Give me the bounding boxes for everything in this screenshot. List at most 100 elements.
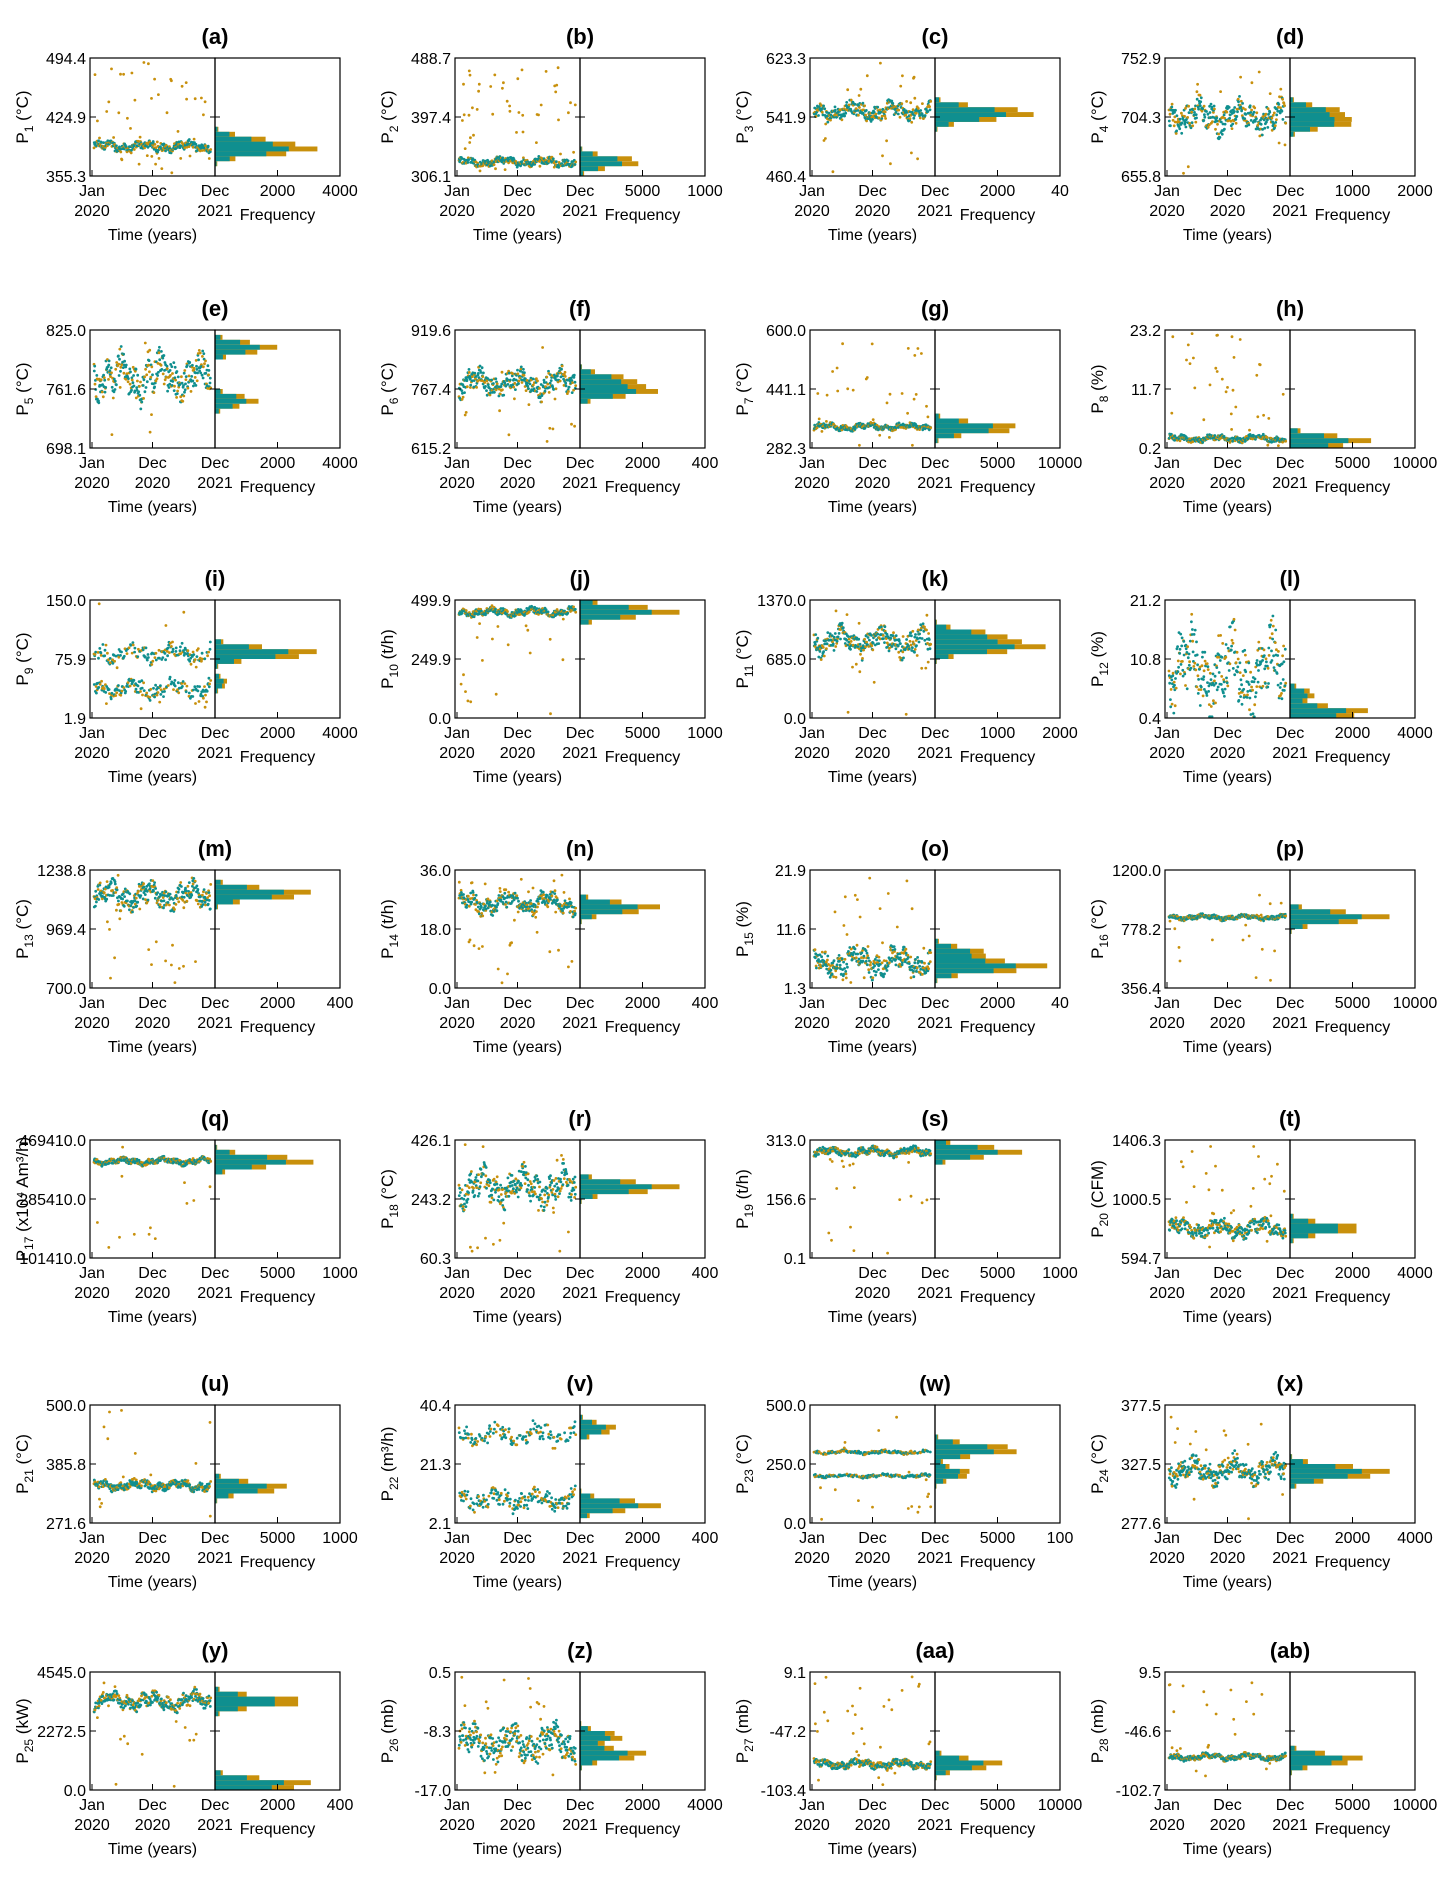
scatter-point <box>1272 111 1276 115</box>
scatter-point <box>148 882 151 886</box>
scatter-point <box>887 649 891 653</box>
scatter-point <box>491 637 494 641</box>
scatter-point <box>207 650 211 654</box>
scatter-point <box>206 364 210 368</box>
scatter-point <box>114 891 118 894</box>
scatter-point <box>1177 665 1180 669</box>
scatter-point <box>205 689 209 693</box>
x-axis-label: Time (years) <box>828 769 917 786</box>
scatter-point <box>526 628 530 632</box>
scatter-point <box>209 883 213 886</box>
scatter-point <box>1211 120 1214 124</box>
scatter-point <box>109 976 112 980</box>
scatter-point <box>1244 113 1248 116</box>
scatter-point <box>1282 660 1286 664</box>
scatter-point <box>110 67 113 71</box>
panel-title: (i) <box>205 566 226 591</box>
scatter-point <box>911 646 914 650</box>
scatter-point <box>197 700 201 703</box>
scatter-point <box>1182 640 1186 643</box>
scatter-point <box>124 363 128 367</box>
scatter-point <box>186 652 190 655</box>
scatter-point <box>1170 411 1174 415</box>
histogram-bar-teal <box>215 156 230 162</box>
scatter-point <box>146 145 150 149</box>
scatter-point <box>207 899 211 902</box>
histogram-bars <box>935 413 1016 444</box>
x-tick-label-year: 2020 <box>500 475 536 492</box>
scatter-point <box>156 150 160 154</box>
scatter-point <box>1232 617 1236 621</box>
scatter-point <box>191 695 195 698</box>
scatter-point <box>113 956 116 960</box>
scatter-point <box>516 368 519 372</box>
scatter-point <box>167 386 171 389</box>
scatter-point <box>1188 660 1191 664</box>
scatter-point <box>1199 688 1203 691</box>
scatter-point <box>119 365 123 369</box>
scatter-point <box>1241 102 1244 105</box>
scatter-point <box>516 372 520 376</box>
scatter-point <box>134 687 138 691</box>
scatter-point <box>184 886 187 890</box>
scatter-point <box>1214 701 1217 705</box>
scatter-point <box>1260 133 1264 137</box>
scatter-point <box>157 93 160 96</box>
x-tick-label-year: 2021 <box>917 475 953 492</box>
scatter-point <box>558 379 562 383</box>
scatter-point <box>147 359 151 362</box>
scatter-point <box>1278 686 1282 689</box>
scatter-point <box>859 649 863 653</box>
scatter-point <box>556 374 559 378</box>
scatter-point <box>190 375 194 378</box>
scatter-point <box>844 111 848 115</box>
scatter-point <box>1229 412 1233 416</box>
scatter-point <box>107 378 110 381</box>
scatter-point <box>466 699 470 703</box>
scatter-point <box>1254 119 1257 123</box>
scatter-point <box>1283 647 1287 651</box>
scatter-point <box>865 376 869 379</box>
scatter-point <box>173 679 177 682</box>
scatter-point <box>175 392 179 395</box>
scatter-point <box>203 685 206 688</box>
histogram-bar-teal <box>215 403 233 409</box>
scatter-point <box>176 897 180 900</box>
scatter-point <box>98 647 102 650</box>
scatter-point <box>147 948 151 951</box>
scatter-point <box>132 906 136 909</box>
scatter-point <box>1282 689 1286 692</box>
scatter-point <box>148 887 152 891</box>
scatter-point <box>549 379 553 382</box>
scatter-point <box>1220 377 1224 381</box>
x-tick-label-month: Jan <box>444 725 470 742</box>
histogram-bar-teal <box>1290 713 1337 718</box>
scatter-point <box>100 897 104 901</box>
scatter-point <box>1187 111 1191 114</box>
scatter-point <box>203 900 207 904</box>
scatter-point <box>899 84 903 88</box>
scatter-point <box>1193 107 1197 111</box>
scatter-point <box>928 647 932 651</box>
scatter-point <box>163 652 167 655</box>
scatter-point <box>209 679 213 682</box>
scatter-point <box>118 357 121 361</box>
scatter-point <box>1270 632 1274 636</box>
scatter-point <box>108 928 111 931</box>
x-tick-label-month: Dec <box>1276 455 1304 472</box>
hist-x-tick-label: 40 <box>1051 183 1069 200</box>
scatter-point <box>195 364 198 368</box>
scatter-point <box>177 900 181 904</box>
scatter-point <box>546 382 550 386</box>
scatter-point <box>507 161 510 165</box>
scatter-point <box>1228 116 1231 120</box>
scatter-point <box>142 61 146 64</box>
histogram-bars <box>580 600 680 625</box>
scatter-point <box>1224 643 1228 646</box>
scatter-point <box>560 364 564 368</box>
scatter-point <box>128 382 132 386</box>
scatter-point <box>1167 669 1171 673</box>
scatter-point <box>143 390 147 394</box>
